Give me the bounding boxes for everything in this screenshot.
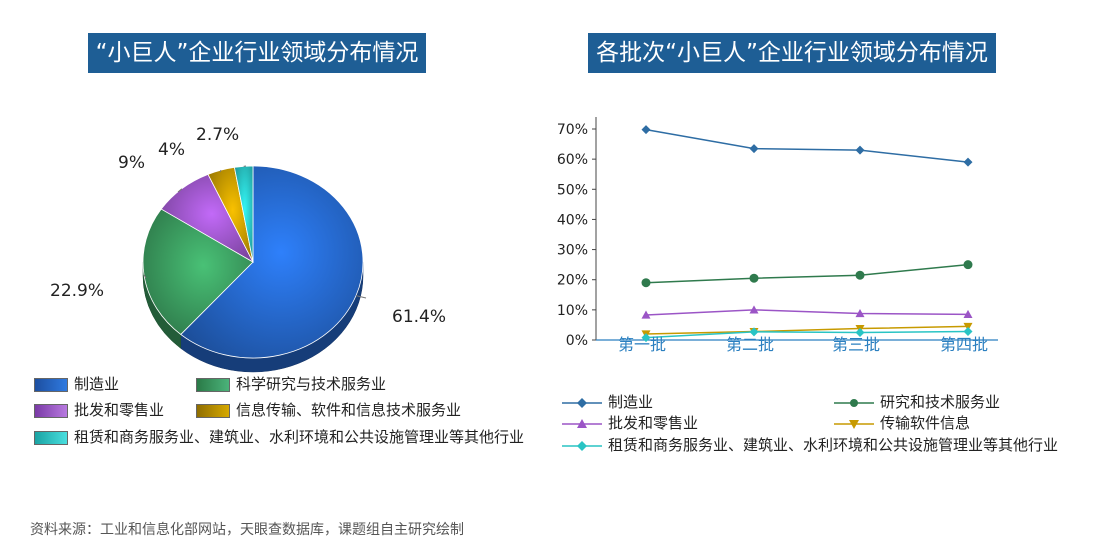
series-2-point-2: [855, 308, 865, 318]
pie-legend-label-3: 信息传输、软件和信息技术服务业: [236, 401, 462, 419]
series-1-point-0: [641, 278, 651, 288]
y-tick-label-5: 50%: [557, 182, 588, 198]
series-4-point-0: [641, 333, 651, 343]
y-tick-label-6: 60%: [557, 152, 588, 168]
pie-leader-0: [355, 295, 367, 299]
y-tick-label-4: 40%: [557, 212, 588, 228]
pie-data-label-0: 61.4%: [392, 307, 446, 327]
pie-legend-label-2: 批发和零售业: [74, 401, 165, 419]
y-tick-label-7: 70%: [557, 122, 588, 138]
series-4-point-3: [963, 327, 973, 337]
pie-chart-title: “小巨人”企业行业领域分布情况: [88, 33, 426, 73]
pie-legend-label-1: 科学研究与技术服务业: [236, 375, 387, 393]
line-legend-symbol-1: [834, 398, 874, 407]
source-note: 资料来源：工业和信息化部网站，天眼查数据库，课题组自主研究绘制: [30, 522, 464, 538]
pie-slice-4: [233, 165, 254, 263]
series-0-point-3: [963, 157, 973, 167]
pie-legend-swatch-4: [34, 430, 68, 445]
x-tick-label-1: 第二批: [726, 335, 774, 354]
line-chart: 0% 10% 20% 30% 40% 50% 60% 70% 第一批 第二批 第三批 第四批: [557, 117, 998, 354]
line-legend-label-1: 研究和技术服务业: [880, 393, 1001, 411]
series-line-4: [645, 330, 969, 339]
pie-leader-1: [143, 274, 147, 279]
series-line-3: [645, 325, 969, 335]
line-legend-item-3: 传输软件信息: [834, 413, 970, 433]
line-legend-label-0: 制造业: [608, 393, 654, 411]
line-legend-item-0: 制造业: [562, 392, 653, 412]
pie-legend-swatch-0: [34, 377, 68, 392]
line-legend-symbol-2: [562, 418, 602, 428]
line-legend-item-1: 研究和技术服务业: [834, 392, 1000, 412]
series-3-point-3: [963, 322, 973, 331]
pie-data-label-3: 4%: [158, 140, 185, 160]
pie-data-label-1: 22.9%: [50, 281, 104, 301]
series-0-point-1: [749, 144, 759, 154]
series-line-1: [645, 263, 969, 284]
line-legend-symbol-4: [562, 440, 602, 451]
series-1-point-1: [749, 273, 759, 283]
line-legend-item-2: 批发和零售业: [562, 413, 698, 433]
pie-leader-2: [177, 188, 183, 193]
series-line-0: [645, 128, 969, 163]
line-legend-label-4: 租赁和商务服务业、建筑业、水利环境和公共设施管理业等其他行业: [608, 436, 1059, 454]
x-tick-label-3: 第四批: [940, 335, 988, 354]
x-tick-label-2: 第三批: [832, 335, 880, 354]
y-tick-label-0: 0%: [566, 333, 588, 349]
pie-legend-label-0: 制造业: [74, 375, 120, 393]
series-0-point-0: [641, 125, 651, 135]
line-legend-label-3: 传输软件信息: [880, 414, 971, 432]
series-0-point-2: [855, 145, 865, 155]
series-4-point-1: [749, 327, 759, 337]
line-legend-item-4: 租赁和商务服务业、建筑业、水利环境和公共设施管理业等其他行业: [562, 435, 1058, 455]
line-legend-symbol-3: [834, 419, 874, 429]
pie-legend-item-0: 制造业: [34, 374, 119, 394]
line-chart-title: 各批次“小巨人”企业行业领域分布情况: [588, 33, 996, 73]
series-2-point-3: [963, 309, 973, 318]
pie-chart: 61.4% 22.9% 9% 4% 2.7%: [50, 125, 446, 373]
pie-legend-item-3: 信息传输、软件和信息技术服务业: [196, 400, 461, 420]
pie-legend-label-4: 租赁和商务服务业、建筑业、水利环境和公共设施管理业等其他行业: [74, 428, 525, 446]
y-tick-label-3: 30%: [557, 243, 588, 259]
series-line-2: [645, 309, 969, 316]
series-2-point-1: [749, 305, 759, 314]
pie-slice-0: [180, 165, 364, 359]
line-legend-label-2: 批发和零售业: [608, 414, 699, 432]
pie-legend-item-1: 科学研究与技术服务业: [196, 374, 386, 394]
pie-legend-item-4: 租赁和商务服务业、建筑业、水利环境和公共设施管理业等其他行业: [34, 427, 524, 447]
pie-legend-swatch-2: [34, 403, 68, 418]
pie-legend-swatch-1: [196, 377, 230, 392]
x-tick-label-0: 第一批: [618, 335, 666, 354]
y-tick-label-2: 20%: [557, 273, 588, 289]
pie-data-label-2: 9%: [118, 153, 145, 173]
series-1-point-3: [963, 260, 973, 270]
pie-legend-item-2: 批发和零售业: [34, 400, 164, 420]
series-1-point-2: [855, 270, 865, 280]
pie-leader-3: [219, 169, 222, 173]
line-legend-symbol-0: [562, 397, 602, 408]
pie-legend-swatch-3: [196, 403, 230, 418]
series-2-point-0: [641, 310, 651, 319]
pie-data-label-4: 2.7%: [196, 125, 239, 145]
y-tick-label-1: 10%: [557, 303, 588, 319]
series-4-point-2: [855, 327, 865, 337]
